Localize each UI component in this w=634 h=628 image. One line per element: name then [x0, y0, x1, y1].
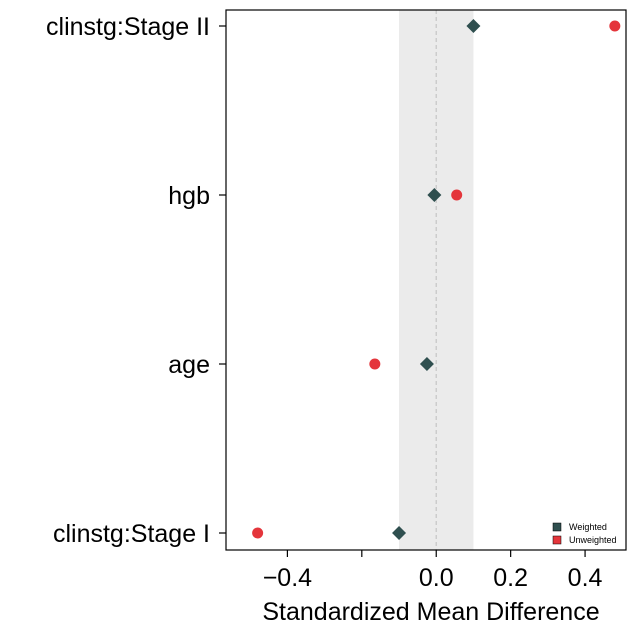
weighted-point — [466, 19, 481, 33]
y-tick-label: age — [168, 351, 210, 379]
x-axis-title: Standardized Mean Difference — [262, 598, 599, 626]
plot-frame — [225, 9, 627, 551]
legend: Weighted Unweighted — [552, 522, 617, 545]
y-axis: clinstg:Stage II hgb age clinstg:Stage I — [46, 13, 226, 548]
unweighted-point — [252, 527, 264, 539]
y-tick-label: clinstg:Stage I — [53, 520, 210, 548]
legend-swatch — [552, 522, 562, 532]
data-marks — [252, 19, 621, 540]
y-tick-label: clinstg:Stage II — [46, 13, 210, 41]
x-axis: −0.4 0.0 0.2 0.4 — [263, 550, 603, 592]
legend-label: Weighted — [569, 522, 607, 532]
x-tick-label: 0.0 — [419, 564, 454, 592]
unweighted-point — [369, 358, 381, 370]
unweighted-point — [609, 20, 621, 32]
x-tick-label: 0.4 — [568, 564, 603, 592]
y-tick-label: hgb — [168, 182, 210, 210]
weighted-point — [427, 188, 442, 202]
x-tick-label: 0.2 — [493, 564, 528, 592]
x-tick-label: −0.4 — [263, 564, 312, 592]
weighted-point — [419, 357, 434, 371]
weighted-point — [392, 526, 407, 540]
legend-label: Unweighted — [569, 535, 617, 545]
legend-swatch — [552, 535, 562, 545]
unweighted-point — [451, 189, 463, 201]
